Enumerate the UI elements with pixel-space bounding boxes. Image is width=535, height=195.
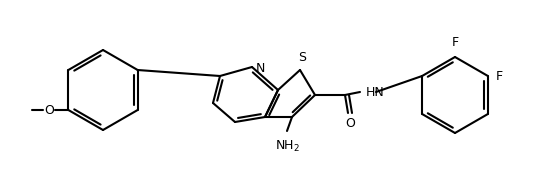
Text: S: S [298, 51, 306, 64]
Text: O: O [345, 117, 355, 130]
Text: O: O [44, 104, 54, 116]
Text: F: F [452, 36, 458, 49]
Text: NH$_2$: NH$_2$ [274, 139, 300, 154]
Text: HN: HN [366, 85, 385, 98]
Text: N: N [256, 63, 265, 75]
Text: F: F [496, 69, 503, 82]
